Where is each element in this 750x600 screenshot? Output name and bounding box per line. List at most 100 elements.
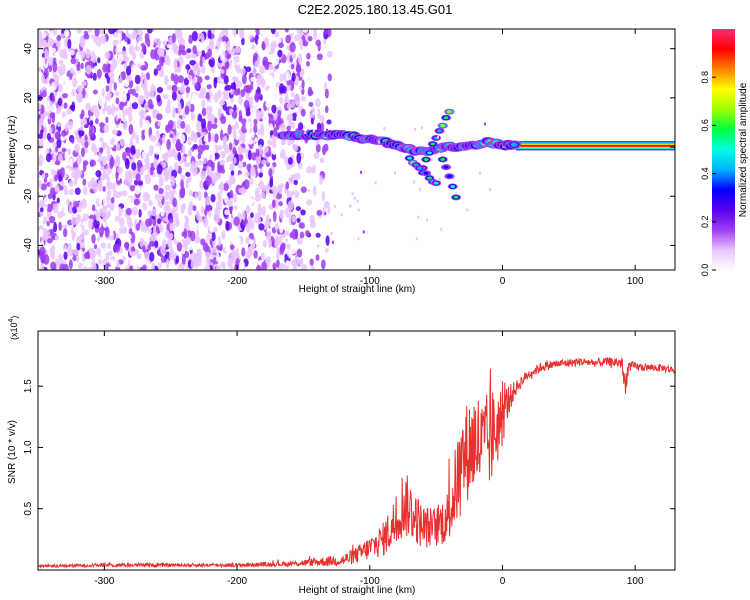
noise-blob [230, 47, 236, 54]
noise-blob [209, 221, 215, 233]
noise-blob [269, 177, 274, 188]
noise-blob [229, 163, 234, 172]
noise-blob [64, 122, 68, 133]
noise-blob [298, 222, 305, 229]
noise-blob [150, 208, 157, 217]
noise-blob [229, 173, 235, 184]
noise-blob [306, 166, 313, 174]
noise-blob [194, 236, 201, 244]
noise-blob [309, 215, 315, 224]
noise-speck [303, 125, 306, 129]
noise-blob [275, 55, 280, 65]
noise-blob [139, 87, 144, 94]
noise-blob [144, 119, 150, 128]
noise-blob [228, 142, 233, 151]
noise-blob [300, 108, 306, 117]
noise-blob [163, 64, 170, 74]
noise-blob [106, 179, 111, 190]
noise-blob [104, 226, 110, 238]
noise-blob [93, 144, 97, 156]
noise-blob [109, 64, 115, 73]
noise-blob [287, 169, 293, 179]
noise-blob [223, 75, 229, 85]
noise-blob [281, 139, 287, 146]
noise-blob [199, 179, 204, 190]
noise-blob [186, 48, 192, 54]
noise-blob [258, 179, 265, 191]
noise-blob [262, 56, 269, 67]
noise-blob [38, 217, 44, 222]
noise-blob [206, 234, 211, 241]
noise-blob [40, 129, 44, 135]
noise-blob [64, 150, 69, 161]
noise-blob [68, 188, 74, 196]
noise-blob [257, 203, 262, 213]
noise-blob [68, 204, 74, 215]
noise-blob [80, 109, 85, 118]
noise-blob [221, 35, 229, 43]
noise-blob [175, 66, 181, 74]
noise-blob [253, 118, 258, 126]
noise-blob [118, 206, 122, 218]
colorbar-tick-label: 0.2 [700, 216, 710, 229]
noise-blob [43, 126, 48, 137]
noise-blob [44, 48, 49, 60]
noise-blob [71, 88, 76, 97]
noise-blob [193, 63, 200, 72]
noise-blob [323, 200, 330, 209]
noise-blob [295, 206, 302, 212]
noise-blob [250, 212, 254, 219]
noise-blob [285, 181, 290, 190]
noise-blob [71, 39, 78, 50]
noise-blob [96, 68, 102, 79]
noise-blob [72, 205, 78, 214]
noise-blob [114, 91, 120, 97]
noise-blob [60, 180, 65, 187]
noise-blob [183, 228, 188, 239]
noise-blob [197, 113, 203, 123]
noise-blob [214, 117, 218, 124]
noise-blob [114, 243, 121, 253]
noise-blob [180, 133, 186, 143]
noise-blob [61, 147, 67, 153]
noise-blob [38, 200, 44, 209]
noise-blob [302, 29, 309, 33]
noise-blob [212, 239, 216, 247]
noise-blob [59, 263, 66, 270]
noise-blob [76, 29, 83, 34]
y-tick-label: 0 [23, 144, 34, 150]
noise-blob [118, 226, 124, 235]
noise-blob [171, 107, 176, 119]
noise-blob [270, 29, 276, 35]
noise-blob [146, 29, 153, 34]
noise-blob [220, 69, 225, 75]
noise-blob [254, 137, 258, 143]
noise-blob [198, 42, 203, 52]
snr-y-multiplier-exponent: 4 [8, 318, 15, 322]
noise-blob [144, 251, 150, 261]
noise-blob [308, 248, 314, 259]
noise-blob [181, 253, 186, 265]
noise-blob [39, 207, 44, 213]
noise-blob [70, 216, 76, 227]
noise-blob [136, 253, 142, 260]
noise-blob [126, 148, 131, 157]
noise-blob [284, 119, 289, 127]
noise-blob [272, 138, 277, 149]
figure-title: C2E2.2025.180.13.45.G01 [298, 2, 453, 17]
noise-blob [183, 216, 190, 227]
noise-blob [208, 169, 213, 177]
noise-blob [157, 218, 162, 225]
noise-blob [139, 51, 144, 60]
noise-blob [323, 82, 328, 92]
noise-blob [114, 215, 120, 222]
noise-blob [108, 225, 114, 236]
snr-frame [37, 330, 676, 571]
noise-blob [213, 212, 221, 224]
noise-blob [89, 106, 97, 113]
noise-blob [69, 67, 75, 74]
noise-blob [108, 173, 114, 179]
noise-blob [162, 40, 168, 46]
noise-blob [267, 157, 272, 163]
